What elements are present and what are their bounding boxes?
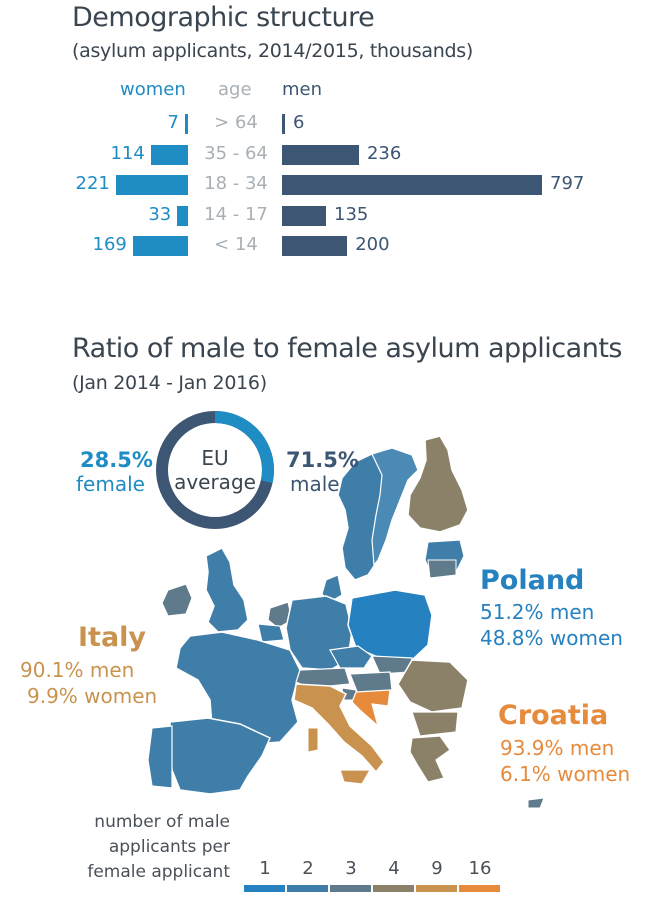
donut-center-line2: average	[174, 470, 256, 494]
legend-swatch	[416, 885, 457, 892]
men-value: 6	[293, 112, 305, 133]
legend-swatch	[459, 885, 500, 892]
female-label: female	[76, 472, 145, 496]
croatia-men: 93.9% men	[500, 736, 615, 760]
italy-women: 9.9% women	[27, 684, 158, 708]
legend-value: 9	[431, 858, 443, 879]
legend-value: 16	[468, 858, 492, 879]
men-value: 797	[550, 173, 585, 194]
women-value: 169	[92, 234, 127, 255]
women-bar	[115, 175, 188, 195]
men-bar	[282, 114, 285, 134]
legend-title-line3: female applicant	[87, 862, 230, 882]
ratio-title: Ratio of male to female asylum applicant…	[72, 333, 622, 364]
women-header: women	[120, 79, 186, 100]
italy-name: Italy	[78, 622, 147, 653]
men-value: 135	[334, 203, 369, 225]
men-bar	[282, 236, 348, 256]
age-label: > 64	[214, 112, 258, 133]
donut-female-arc	[156, 411, 274, 529]
legend-title-line1: number of male	[94, 812, 230, 832]
women-bar	[185, 114, 188, 134]
men-bar	[282, 205, 327, 226]
women-value: 114	[110, 142, 145, 164]
men-bar	[282, 175, 542, 195]
italy-men: 90.1% men	[20, 658, 135, 682]
legend-value: 4	[388, 858, 400, 879]
legend-swatch	[373, 885, 414, 892]
men-bar	[282, 144, 359, 165]
legend-swatch	[244, 885, 285, 892]
age-header: age	[218, 79, 252, 100]
legend-swatch	[330, 885, 371, 892]
female-pct: 28.5%	[80, 448, 153, 472]
men-value: 236	[366, 142, 402, 164]
pyramid-title: Demographic structure	[72, 2, 375, 33]
male-pct: 71.5%	[286, 448, 359, 472]
donut-center-line1: EU	[201, 446, 229, 470]
women-bar	[177, 205, 188, 226]
women-value: 221	[75, 173, 110, 194]
women-bar	[150, 144, 188, 165]
legend-value: 3	[345, 858, 357, 879]
pyramid-subtitle: (asylum applicants, 2014/2015, thousands…	[72, 40, 473, 62]
poland-men: 51.2% men	[480, 600, 595, 624]
poland-women: 48.8% women	[480, 626, 623, 650]
legend-value: 2	[302, 858, 314, 879]
women-value: 33	[148, 203, 172, 225]
age-label: 14 - 17	[204, 203, 268, 225]
women-bar	[132, 236, 188, 256]
poland-name: Poland	[480, 565, 585, 596]
age-label: 35 - 64	[204, 142, 268, 164]
legend-value: 1	[259, 858, 271, 879]
age-label: 18 - 34	[204, 173, 268, 194]
women-value: 7	[167, 112, 179, 133]
ratio-subtitle: (Jan 2014 - Jan 2016)	[72, 372, 267, 394]
men-header: men	[282, 79, 323, 100]
men-value: 200	[355, 234, 390, 255]
male-label: male	[290, 472, 340, 496]
eu-average-donut	[156, 411, 274, 529]
legend-title-line2: applicants per	[108, 837, 230, 857]
age-label: < 14	[214, 234, 258, 255]
croatia-name: Croatia	[498, 700, 609, 731]
legend-swatch	[287, 885, 328, 892]
croatia-women: 6.1% women	[500, 762, 631, 786]
